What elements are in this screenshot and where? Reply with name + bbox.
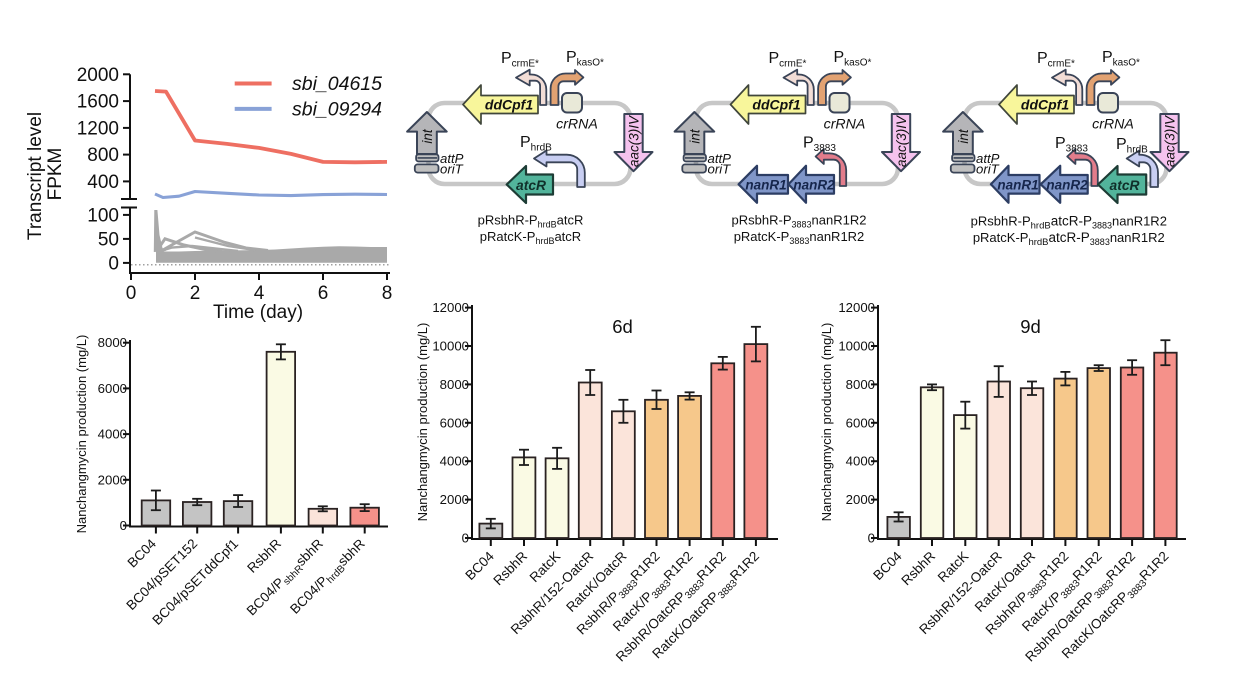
svg-text:6d: 6d [612,316,633,337]
svg-text:50: 50 [98,229,119,250]
svg-text:atcR: atcR [1110,178,1140,193]
svg-text:Nanchangmycin production (mg/L: Nanchangmycin production (mg/L) [819,323,834,522]
svg-text:Transcript level: Transcript level [25,112,46,240]
svg-text:2000: 2000 [440,492,469,507]
svg-text:6: 6 [318,283,329,304]
svg-text:6000: 6000 [98,381,127,396]
svg-text:FPKM: FPKM [45,148,66,201]
svg-text:4000: 4000 [440,454,469,469]
svg-text:Time (day): Time (day) [213,302,303,323]
svg-text:8000: 8000 [98,335,127,350]
svg-text:0: 0 [868,531,875,546]
svg-text:pRatcK-PhrdBatcR-P3883nanR1R2: pRatcK-PhrdBatcR-P3883nanR1R2 [973,230,1165,248]
svg-text:nanR1: nanR1 [997,178,1038,193]
svg-text:4000: 4000 [98,427,127,442]
svg-text:sbi_04615: sbi_04615 [292,73,382,95]
svg-text:6000: 6000 [846,415,875,430]
svg-text:nanR1: nanR1 [745,178,786,193]
svg-text:pRatcK-PhrdBatcR: pRatcK-PhrdBatcR [480,229,581,246]
svg-text:pRsbhR-PhrdBatcR: pRsbhR-PhrdBatcR [478,213,584,230]
svg-text:8000: 8000 [846,377,875,392]
svg-text:pRsbhR-P3883nanR1R2: pRsbhR-P3883nanR1R2 [732,213,867,230]
svg-text:2000: 2000 [846,492,875,507]
svg-text:100: 100 [87,205,119,226]
svg-text:4: 4 [254,283,265,304]
svg-text:0: 0 [126,283,137,304]
svg-text:2000: 2000 [77,65,119,86]
svg-text:atcR: atcR [516,178,546,193]
svg-text:0: 0 [120,518,127,533]
svg-text:sbi_09294: sbi_09294 [292,99,382,121]
svg-text:10000: 10000 [432,339,469,354]
svg-text:8000: 8000 [440,377,469,392]
svg-text:0: 0 [108,253,119,274]
svg-text:0: 0 [462,531,469,546]
svg-text:2000: 2000 [98,472,127,487]
svg-text:nanR2: nanR2 [793,178,835,193]
svg-text:9d: 9d [1020,316,1041,337]
svg-text:400: 400 [87,172,119,193]
svg-text:pRatcK-P3883nanR1R2: pRatcK-P3883nanR1R2 [734,229,865,246]
svg-text:12000: 12000 [432,300,469,315]
svg-text:8: 8 [382,283,393,304]
svg-text:1200: 1200 [77,118,119,139]
svg-text:nanR2: nanR2 [1046,178,1088,193]
svg-text:800: 800 [87,145,119,166]
svg-text:10000: 10000 [838,339,875,354]
svg-text:2: 2 [190,283,201,304]
svg-text:4000: 4000 [846,454,875,469]
svg-text:Nanchangmycin production (mg/L: Nanchangmycin production (mg/L) [415,323,430,522]
svg-text:12000: 12000 [838,300,875,315]
svg-text:Nanchangmycin production (mg/L: Nanchangmycin production (mg/L) [74,335,89,534]
svg-text:6000: 6000 [440,415,469,430]
svg-text:pRsbhR-PhrdBatcR-P3883nanR1R2: pRsbhR-PhrdBatcR-P3883nanR1R2 [971,214,1167,232]
svg-text:1600: 1600 [77,92,119,113]
